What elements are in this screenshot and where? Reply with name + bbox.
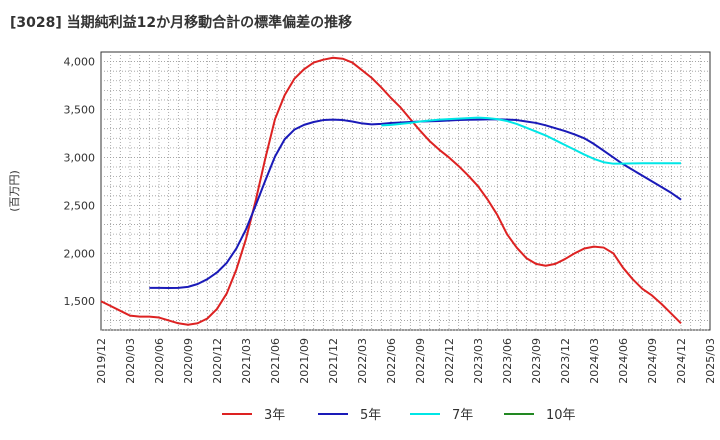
x-tick-label: 2023/06 bbox=[501, 338, 514, 384]
y-tick-label: 2,000 bbox=[64, 247, 96, 260]
x-tick-label: 2022/12 bbox=[443, 338, 456, 384]
x-tick-label: 2021/12 bbox=[327, 338, 340, 384]
y-tick-label: 3,000 bbox=[64, 151, 96, 164]
x-tick-label: 2022/06 bbox=[385, 338, 398, 384]
y-tick-label: 4,000 bbox=[64, 56, 96, 69]
y-axis-label: (百万円) bbox=[8, 170, 21, 212]
legend: 3年 5年 7年 10年 bbox=[222, 408, 576, 423]
x-tick-label: 2019/12 bbox=[95, 338, 108, 384]
y-tick-label: 1,500 bbox=[64, 295, 96, 308]
x-tick-label: 2022/03 bbox=[356, 338, 369, 384]
legend-label: 7年 bbox=[452, 408, 473, 423]
x-tick-label: 2025/03 bbox=[704, 338, 717, 384]
plot-area bbox=[100, 51, 711, 331]
x-tick-label: 2021/06 bbox=[269, 338, 282, 384]
series-line-1 bbox=[100, 56, 682, 326]
x-tick-label: 2024/12 bbox=[675, 338, 688, 384]
x-tick-label: 2024/06 bbox=[617, 338, 630, 384]
legend-label: 5年 bbox=[360, 408, 381, 423]
y-tick-label: 2,500 bbox=[64, 199, 96, 212]
legend-item: 10年 bbox=[504, 408, 576, 423]
x-tick-label: 2023/12 bbox=[559, 338, 572, 384]
x-tick-label: 2023/03 bbox=[472, 338, 485, 384]
x-tick-label: 2022/09 bbox=[414, 338, 427, 384]
x-tick-label: 2020/09 bbox=[182, 338, 195, 384]
x-tick-label: 2024/03 bbox=[588, 338, 601, 384]
x-tick-label: 2020/03 bbox=[124, 338, 137, 384]
legend-item: 5年 bbox=[318, 408, 381, 423]
x-tick-label: 2020/06 bbox=[153, 338, 166, 384]
grid-lines bbox=[101, 52, 710, 331]
legend-item: 7年 bbox=[410, 408, 473, 423]
x-tick-label: 2021/03 bbox=[240, 338, 253, 384]
x-tick-label: 2024/09 bbox=[646, 338, 659, 384]
x-tick-label: 2023/09 bbox=[530, 338, 543, 384]
x-tick-label: 2020/12 bbox=[211, 338, 224, 384]
legend-item: 3年 bbox=[222, 408, 285, 423]
y-tick-label: 3,500 bbox=[64, 104, 96, 117]
legend-label: 10年 bbox=[546, 408, 576, 423]
legend-label: 3年 bbox=[264, 408, 285, 423]
series-line-3 bbox=[381, 116, 681, 165]
chart-title: [3028] 当期純利益12か月移動合計の標準偏差の推移 bbox=[10, 15, 353, 31]
x-tick-label: 2021/09 bbox=[298, 338, 311, 384]
